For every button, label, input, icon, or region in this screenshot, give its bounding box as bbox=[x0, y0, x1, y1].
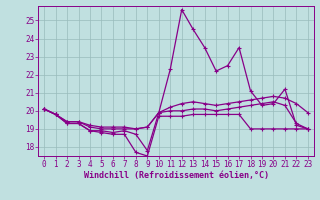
X-axis label: Windchill (Refroidissement éolien,°C): Windchill (Refroidissement éolien,°C) bbox=[84, 171, 268, 180]
